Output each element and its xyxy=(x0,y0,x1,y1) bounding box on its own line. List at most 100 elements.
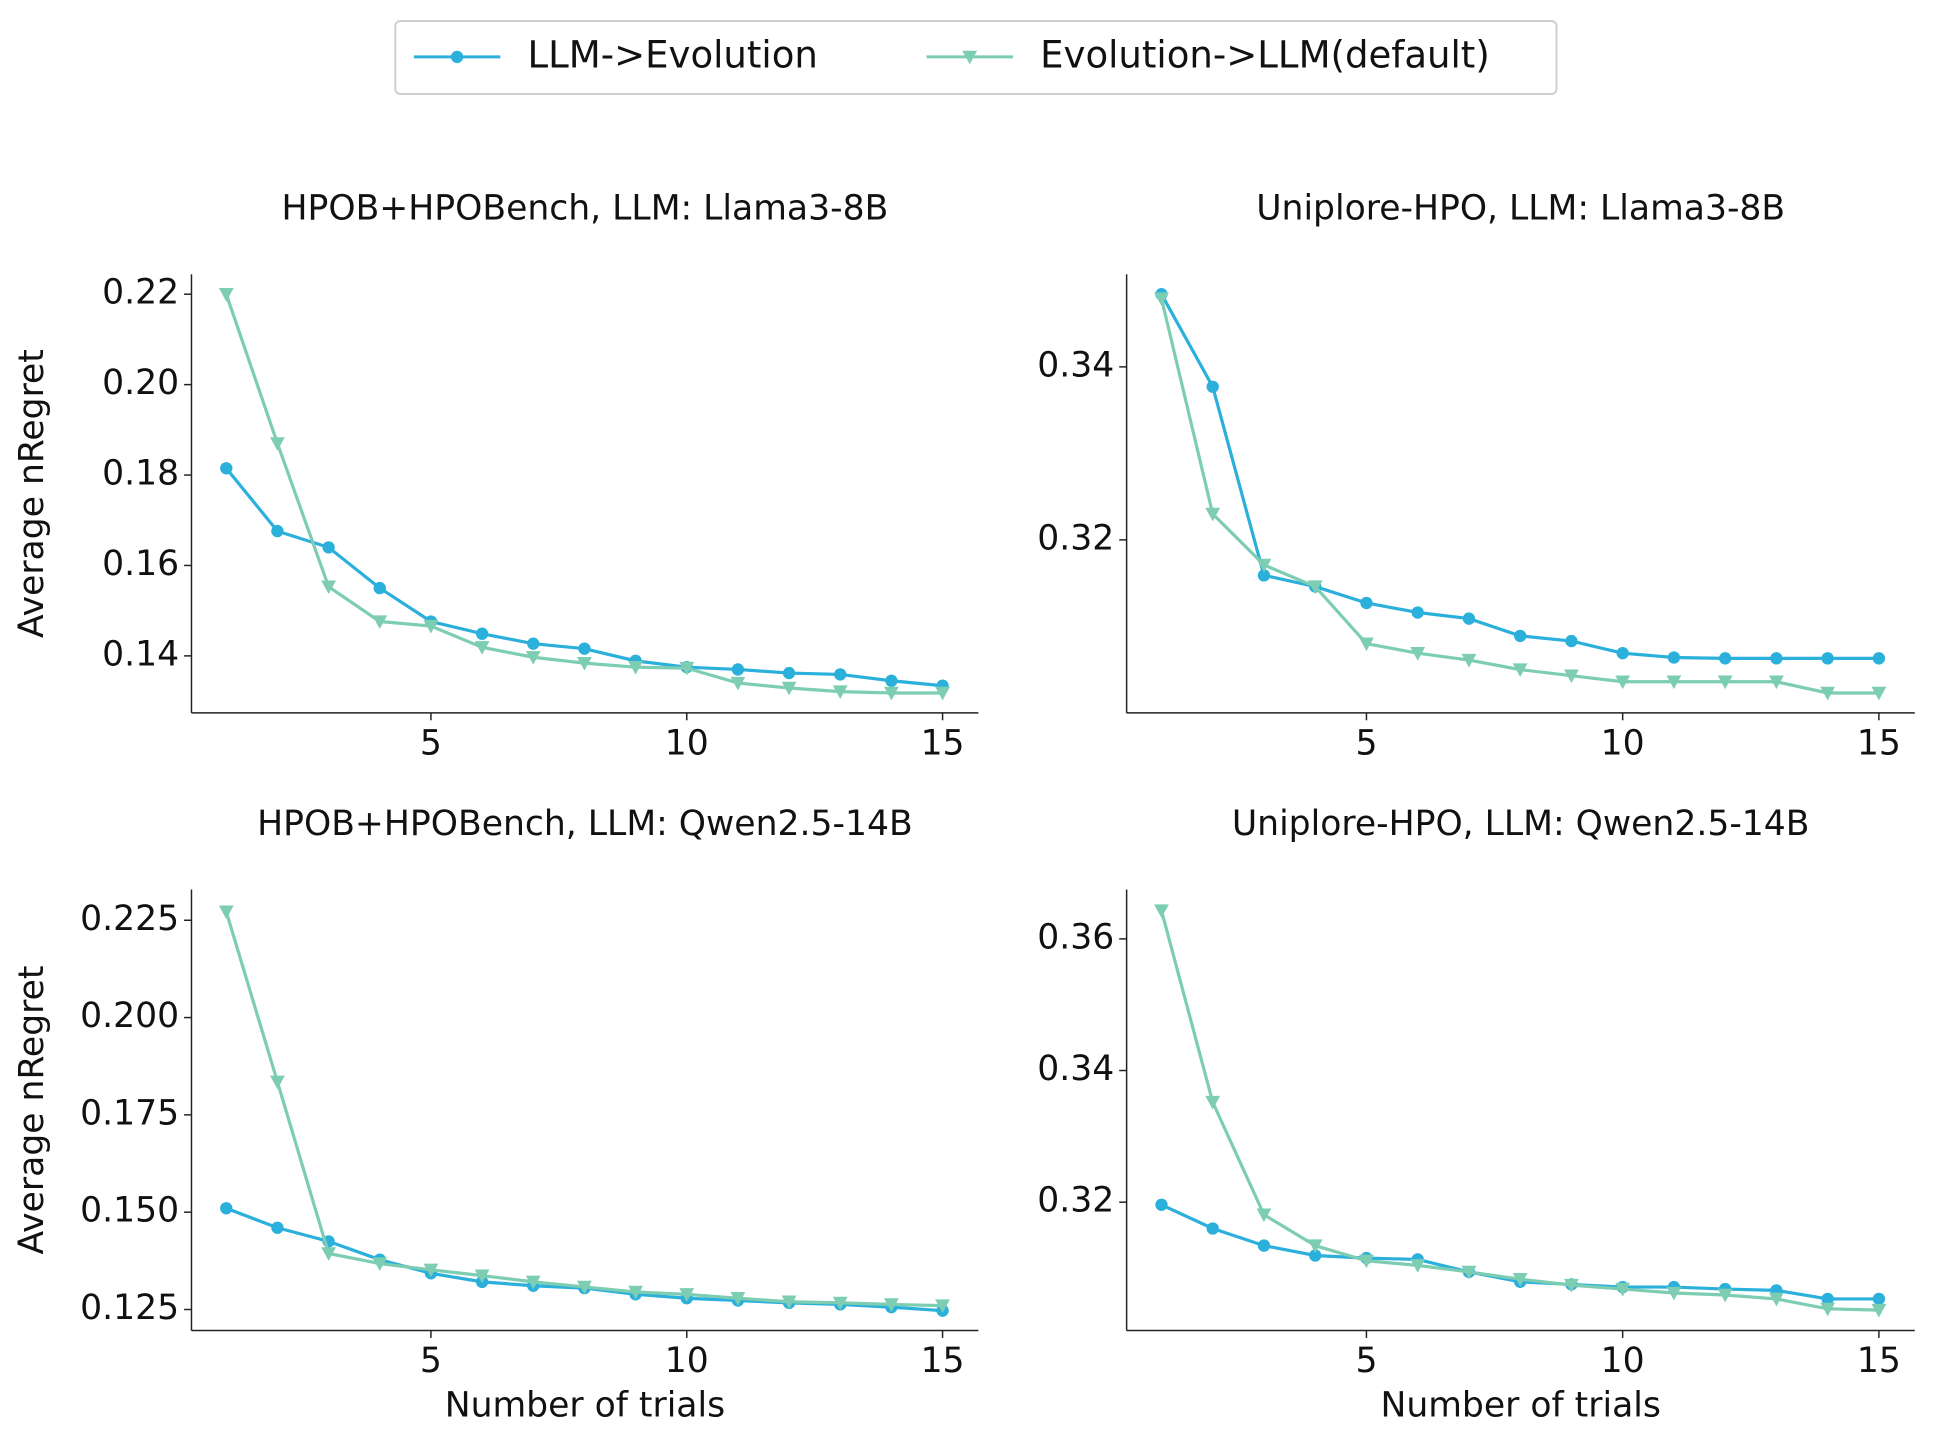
x-tick-label: 15 xyxy=(1857,1341,1901,1381)
series-line xyxy=(1160,293,1879,660)
x-tick-label: 15 xyxy=(921,723,965,763)
marker xyxy=(525,651,541,665)
marker xyxy=(832,1296,848,1311)
marker xyxy=(1770,652,1783,665)
x-tick-label: 15 xyxy=(921,1341,965,1381)
chart-title: HPOB+HPOBench, LLM: Qwen2.5-14B xyxy=(257,804,913,844)
marker xyxy=(1256,558,1272,573)
marker xyxy=(423,1263,439,1278)
marker xyxy=(628,661,643,675)
marker xyxy=(1821,652,1834,665)
marker xyxy=(577,656,592,671)
marker xyxy=(1718,652,1732,665)
marker xyxy=(527,637,540,650)
marker xyxy=(781,681,797,696)
marker xyxy=(373,581,386,595)
marker xyxy=(322,541,335,554)
marker xyxy=(220,1202,233,1215)
x-tick-label: 5 xyxy=(1355,723,1377,763)
marker xyxy=(1205,1095,1221,1110)
marker xyxy=(883,686,899,701)
x-tick-label: 5 xyxy=(420,1341,442,1381)
marker xyxy=(1461,1265,1477,1280)
marker xyxy=(1615,675,1631,690)
marker xyxy=(321,580,337,595)
marker xyxy=(1565,634,1578,648)
y-tick-label: 0.16 xyxy=(102,544,179,584)
marker xyxy=(577,1280,592,1295)
marker xyxy=(731,663,745,676)
marker xyxy=(1667,651,1681,664)
marker xyxy=(1411,606,1424,619)
marker xyxy=(1360,596,1373,610)
y-axis-label: Average nRegret xyxy=(12,349,52,638)
x-tick-label: 15 xyxy=(1857,723,1901,763)
marker xyxy=(1717,1288,1733,1303)
marker xyxy=(1820,1302,1836,1317)
marker xyxy=(1564,1278,1579,1293)
marker xyxy=(935,686,950,701)
marker xyxy=(1768,1292,1784,1307)
x-tick-label: 5 xyxy=(1355,1341,1377,1381)
marker xyxy=(628,1285,643,1300)
marker xyxy=(423,619,439,634)
marker xyxy=(1307,580,1323,594)
y-tick-label: 0.36 xyxy=(1037,917,1114,957)
x-axis-label: Number of trials xyxy=(445,1386,725,1426)
marker xyxy=(1820,686,1836,701)
series-line xyxy=(225,1206,943,1313)
marker xyxy=(525,1275,541,1290)
y-tick-label: 0.150 xyxy=(80,1191,179,1231)
marker xyxy=(1257,1239,1271,1252)
marker xyxy=(679,1288,695,1302)
y-tick-label: 0.34 xyxy=(1037,345,1114,385)
marker xyxy=(1206,1222,1219,1235)
series-line xyxy=(224,911,943,1308)
x-axis-label: Number of trials xyxy=(1380,1386,1660,1426)
marker xyxy=(1872,652,1886,665)
legend-label: Evolution->LLM(default) xyxy=(1040,33,1490,76)
marker xyxy=(679,661,695,676)
marker xyxy=(1309,1249,1322,1262)
marker xyxy=(1615,1282,1631,1297)
series-line xyxy=(224,293,943,695)
y-tick-label: 0.32 xyxy=(1037,518,1114,558)
marker xyxy=(372,1257,388,1271)
marker xyxy=(474,1269,490,1284)
marker xyxy=(270,437,285,451)
marker xyxy=(1461,653,1477,668)
marker xyxy=(1410,646,1426,661)
marker xyxy=(1512,1273,1528,1287)
marker xyxy=(1359,637,1374,652)
marker xyxy=(1666,675,1682,690)
marker xyxy=(883,1298,899,1312)
marker xyxy=(1410,1259,1426,1273)
x-tick-label: 5 xyxy=(420,723,442,763)
marker xyxy=(1206,380,1219,393)
marker xyxy=(271,524,284,538)
marker xyxy=(1872,1292,1886,1306)
marker xyxy=(1616,646,1629,660)
marker xyxy=(474,641,490,655)
x-tick-label: 10 xyxy=(665,1341,709,1381)
marker xyxy=(270,1075,285,1090)
marker xyxy=(321,1247,337,1261)
marker xyxy=(1871,1303,1887,1318)
marker xyxy=(578,642,591,655)
marker xyxy=(1256,1208,1272,1223)
y-tick-label: 0.34 xyxy=(1037,1049,1114,1089)
marker xyxy=(782,666,796,680)
chart-title: Uniplore-HPO, LLM: Llama3-8B xyxy=(1256,189,1785,229)
x-tick-label: 10 xyxy=(1601,1341,1645,1381)
y-tick-label: 0.200 xyxy=(80,996,179,1036)
y-tick-label: 0.22 xyxy=(102,273,179,313)
marker xyxy=(730,1292,746,1306)
marker xyxy=(1307,1239,1323,1254)
marker xyxy=(935,1299,950,1314)
marker xyxy=(1717,675,1733,690)
marker xyxy=(832,685,848,700)
marker xyxy=(1821,1292,1834,1306)
chart-title: Uniplore-HPO, LLM: Qwen2.5-14B xyxy=(1232,804,1810,844)
marker xyxy=(475,627,489,640)
